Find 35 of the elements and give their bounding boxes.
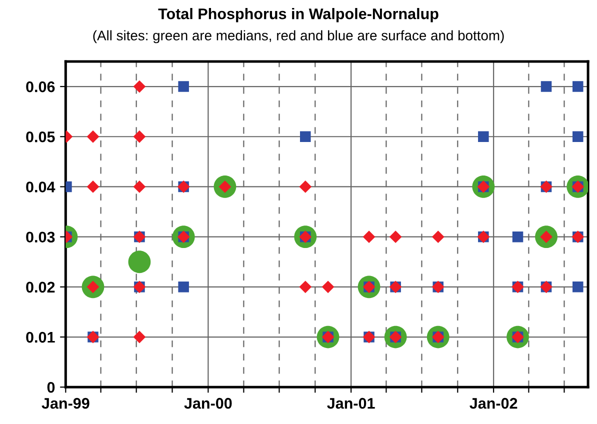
chart-title: Total Phosphorus in Walpole-Nornalup [158,8,438,22]
y-tick-label: 0.01 [26,332,55,343]
point [133,180,146,193]
point [178,282,189,292]
point [299,180,312,193]
point [322,280,334,294]
y-tick-label: 0 [47,382,55,393]
point [133,80,146,93]
point [86,180,100,193]
point [572,131,584,142]
point [362,230,376,244]
point [178,81,189,92]
y-tick-label: 0.06 [26,81,55,92]
x-tick-label: Jan-02 [470,398,518,409]
point [512,231,524,242]
chart-subtitle: (All sites: green are medians, red and blue are surface and bottom) [93,30,504,44]
point [389,230,402,244]
point [478,131,489,142]
point [133,330,146,344]
point [572,282,584,292]
y-tick-label: 0.05 [26,131,55,142]
x-tick-label: Jan-01 [327,398,375,409]
point [133,130,146,143]
y-tick-label: 0.02 [26,282,55,293]
y-tick-label: 0.04 [26,182,56,192]
point [572,81,584,92]
point [432,230,444,244]
point [300,131,311,142]
y-tick-label: 0.03 [26,232,55,243]
point [299,280,312,294]
point [86,130,100,143]
x-tick-label: Jan-99 [42,398,90,409]
point [128,250,151,274]
point [540,81,552,92]
x-tick-label: Jan-00 [184,398,232,409]
